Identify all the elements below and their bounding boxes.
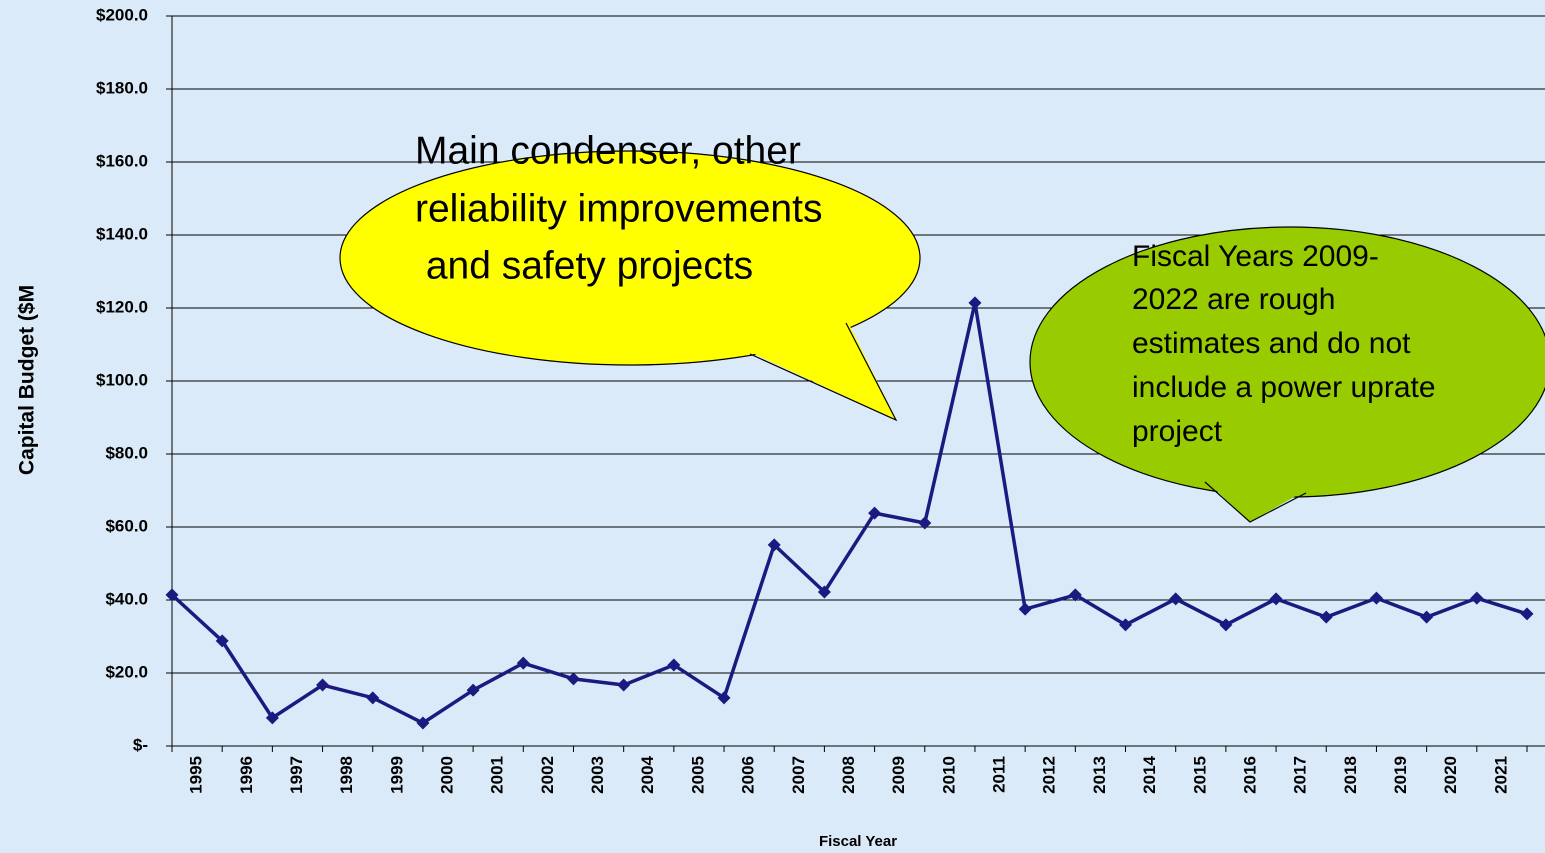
- x-tick-label: 1995: [187, 756, 206, 794]
- x-tick-label: 2008: [839, 756, 858, 794]
- annotation-line: and safety projects: [415, 244, 753, 287]
- y-tick-label: $40.0: [105, 589, 148, 608]
- y-tick-label: $60.0: [105, 516, 148, 535]
- annotation-line: include a power uprate: [1132, 371, 1436, 404]
- callout-yellow: Main condenser, other reliability improv…: [339, 129, 921, 422]
- data-point: [1219, 618, 1233, 632]
- data-point: [617, 678, 631, 692]
- data-point: [165, 588, 179, 602]
- data-point: [868, 506, 882, 520]
- data-point: [215, 634, 229, 648]
- data-point: [1520, 607, 1534, 621]
- data-point: [316, 678, 330, 692]
- data-point: [1169, 592, 1183, 606]
- x-tick-label: 2013: [1090, 756, 1109, 794]
- data-point: [1068, 588, 1082, 602]
- data-point: [717, 691, 731, 705]
- x-tick-label: 2019: [1391, 756, 1410, 794]
- x-tick-label: 2021: [1491, 756, 1510, 794]
- x-tick-label: 2010: [939, 756, 958, 794]
- x-axis-title: Fiscal Year: [819, 833, 897, 850]
- x-tick-label: 2020: [1441, 756, 1460, 794]
- x-tick-label: 2003: [588, 756, 607, 794]
- y-tick-label: $-: [133, 735, 148, 754]
- series-line: [170, 301, 1528, 725]
- callout-tail-edge: [749, 322, 898, 422]
- data-point: [1420, 610, 1434, 624]
- callout-tail: [750, 322, 896, 420]
- data-point: [265, 711, 279, 725]
- callout-green: Fiscal Years 2009- 2022 are rough estima…: [1029, 226, 1545, 523]
- data-point: [1269, 592, 1283, 606]
- callout-tail-edge: [1204, 481, 1307, 523]
- x-tick-label: 2015: [1190, 756, 1209, 794]
- data-point: [667, 658, 681, 672]
- y-tick-label: $20.0: [105, 662, 148, 681]
- x-tick-label: 2005: [688, 756, 707, 794]
- data-point: [416, 716, 430, 730]
- x-tick-label: 2000: [438, 756, 457, 794]
- data-point: [1470, 591, 1484, 605]
- x-tick-label: 2022: [1542, 756, 1545, 794]
- x-tick-label: 1996: [237, 756, 256, 794]
- data-point: [968, 296, 982, 310]
- annotation-line: Main condenser, other: [415, 129, 801, 172]
- data-point: [767, 538, 781, 552]
- data-point: [1119, 618, 1133, 632]
- x-tick-label: 2009: [889, 756, 908, 794]
- x-tick-label: 1999: [387, 756, 406, 794]
- x-tick-label: 1998: [337, 756, 356, 794]
- data-point: [566, 672, 580, 686]
- x-tick-label: 1997: [287, 756, 306, 794]
- x-tick-label: 2006: [739, 756, 758, 794]
- data-point: [1018, 602, 1032, 616]
- annotation-line: estimates and do not: [1132, 327, 1411, 360]
- x-tick-label: 2004: [638, 755, 657, 793]
- annotation-line: Fiscal Years 2009-: [1132, 240, 1379, 273]
- y-tick-label: $180.0: [96, 78, 148, 97]
- callout-tail: [1205, 480, 1310, 522]
- plot: [165, 296, 1534, 730]
- x-tick-label: 2011: [990, 756, 1009, 793]
- y-tick-label: $160.0: [96, 151, 148, 170]
- data-point: [918, 516, 932, 530]
- y-tick-label: $200.0: [96, 5, 148, 24]
- x-tick-label: 2014: [1140, 755, 1159, 793]
- x-tick-label: 2018: [1341, 756, 1360, 794]
- data-point: [1369, 591, 1383, 605]
- data-point: [366, 691, 380, 705]
- x-tick-label: 2017: [1291, 756, 1310, 794]
- y-tick-label: $120.0: [96, 297, 148, 316]
- x-tick-label: 2012: [1040, 756, 1059, 794]
- y-tick-label: $100.0: [96, 370, 148, 389]
- data-point: [1319, 610, 1333, 624]
- y-axis-title: Capital Budget ($M: [16, 285, 39, 475]
- annotation-line: reliability improvements: [415, 187, 822, 230]
- x-tick-label: 2001: [488, 756, 507, 794]
- x-tick-label: 2002: [538, 756, 557, 794]
- y-tick-label: $140.0: [96, 224, 148, 243]
- callout-bubble: [339, 150, 921, 366]
- data-point: [516, 656, 530, 670]
- x-tick-label: 2007: [789, 756, 808, 794]
- data-point: [466, 683, 480, 697]
- y-tick-label: $80.0: [105, 443, 148, 462]
- data-point: [817, 585, 831, 599]
- annotation-line: 2022 are rough: [1132, 283, 1336, 316]
- annotation-line: project: [1132, 415, 1223, 448]
- x-tick-label: 2016: [1240, 756, 1259, 794]
